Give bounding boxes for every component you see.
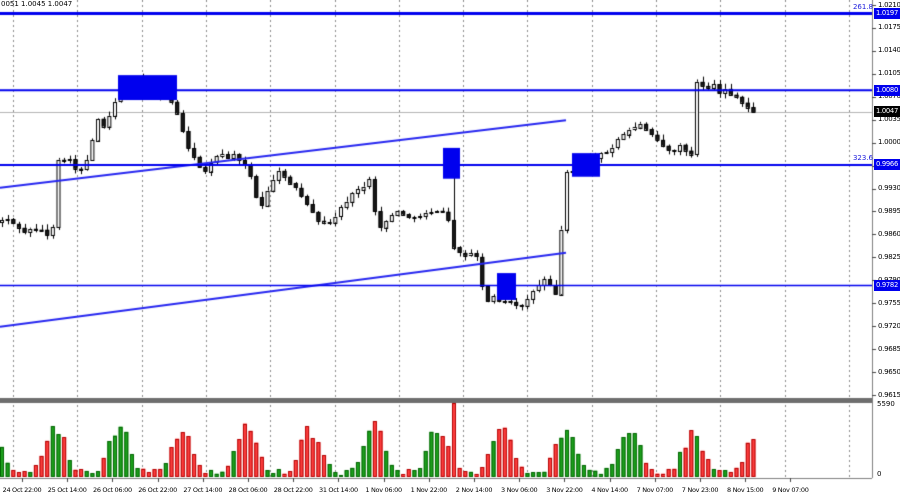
date-label: 4 Nov 14:00 — [591, 486, 628, 494]
date-label: 8 Nov 15:00 — [726, 486, 764, 494]
date-label: 27 Oct 14:00 — [183, 486, 223, 494]
date-label: 26 Oct 06:00 — [93, 486, 132, 494]
price-axis-label: 1.0070 — [878, 92, 900, 101]
ohlc-info: 0051 1.0045 1.0047 — [1, 0, 73, 8]
date-label: 3 Nov 06:00 — [500, 486, 538, 494]
price-axis-label: 0.9650 — [878, 367, 900, 376]
date-label: 1 Nov 22:00 — [410, 486, 448, 494]
price-axis-label: 0.9720 — [878, 321, 900, 330]
date-label: 1 Nov 06:00 — [365, 486, 402, 494]
price-axis-label: 1.0105 — [878, 69, 900, 78]
price-axis-label: 0.9755 — [878, 298, 900, 307]
price-axis-label: 1.0175 — [878, 23, 900, 32]
price-axis-label: 1.0000 — [878, 138, 900, 147]
date-label: 28 Oct 22:00 — [273, 486, 313, 494]
price-axis-label: 1.0210 — [878, 0, 900, 9]
date-label: 2 Nov 14:00 — [455, 486, 493, 494]
current-price-badge: 1.0047 — [874, 106, 900, 118]
fib-level-label: 261.8 — [852, 3, 873, 12]
price-line-badge: 1.0080 — [874, 84, 900, 96]
fib-level-label: 323.6 — [852, 154, 873, 163]
date-label: 3 Nov 22:00 — [546, 486, 583, 494]
date-label: 9 Nov 07:00 — [772, 486, 809, 494]
volume-max-label: 5590 — [877, 400, 895, 408]
volume-min-label: 0 — [877, 470, 882, 478]
date-label: 24 Oct 22:00 — [2, 486, 42, 494]
date-label: 7 Nov 23:00 — [681, 486, 719, 494]
date-label: 31 Oct 14:00 — [319, 486, 358, 494]
date-label: 28 Oct 06:00 — [228, 486, 268, 494]
price-axis-label: 0.9895 — [878, 206, 900, 215]
price-axis-label: 0.9685 — [878, 344, 900, 353]
price-axis-label: 0.9825 — [878, 252, 900, 261]
price-line-badge: 1.0197 — [874, 8, 900, 20]
price-line-badge: 0.9966 — [874, 159, 900, 171]
price-axis-label: 0.9930 — [878, 184, 900, 193]
price-axis-label: 1.0035 — [878, 115, 900, 124]
price-axis-label: 0.9615 — [878, 390, 900, 399]
price-axis-label: 1.0140 — [878, 46, 900, 55]
date-label: 25 Oct 14:00 — [47, 486, 87, 494]
price-line-badge: 0.9782 — [874, 280, 900, 292]
date-label: 26 Oct 22:00 — [138, 486, 177, 494]
price-axis-label: 0.9860 — [878, 229, 900, 238]
date-label: 7 Nov 07:00 — [636, 486, 674, 494]
price-axis-label: 0.9790 — [878, 276, 900, 285]
